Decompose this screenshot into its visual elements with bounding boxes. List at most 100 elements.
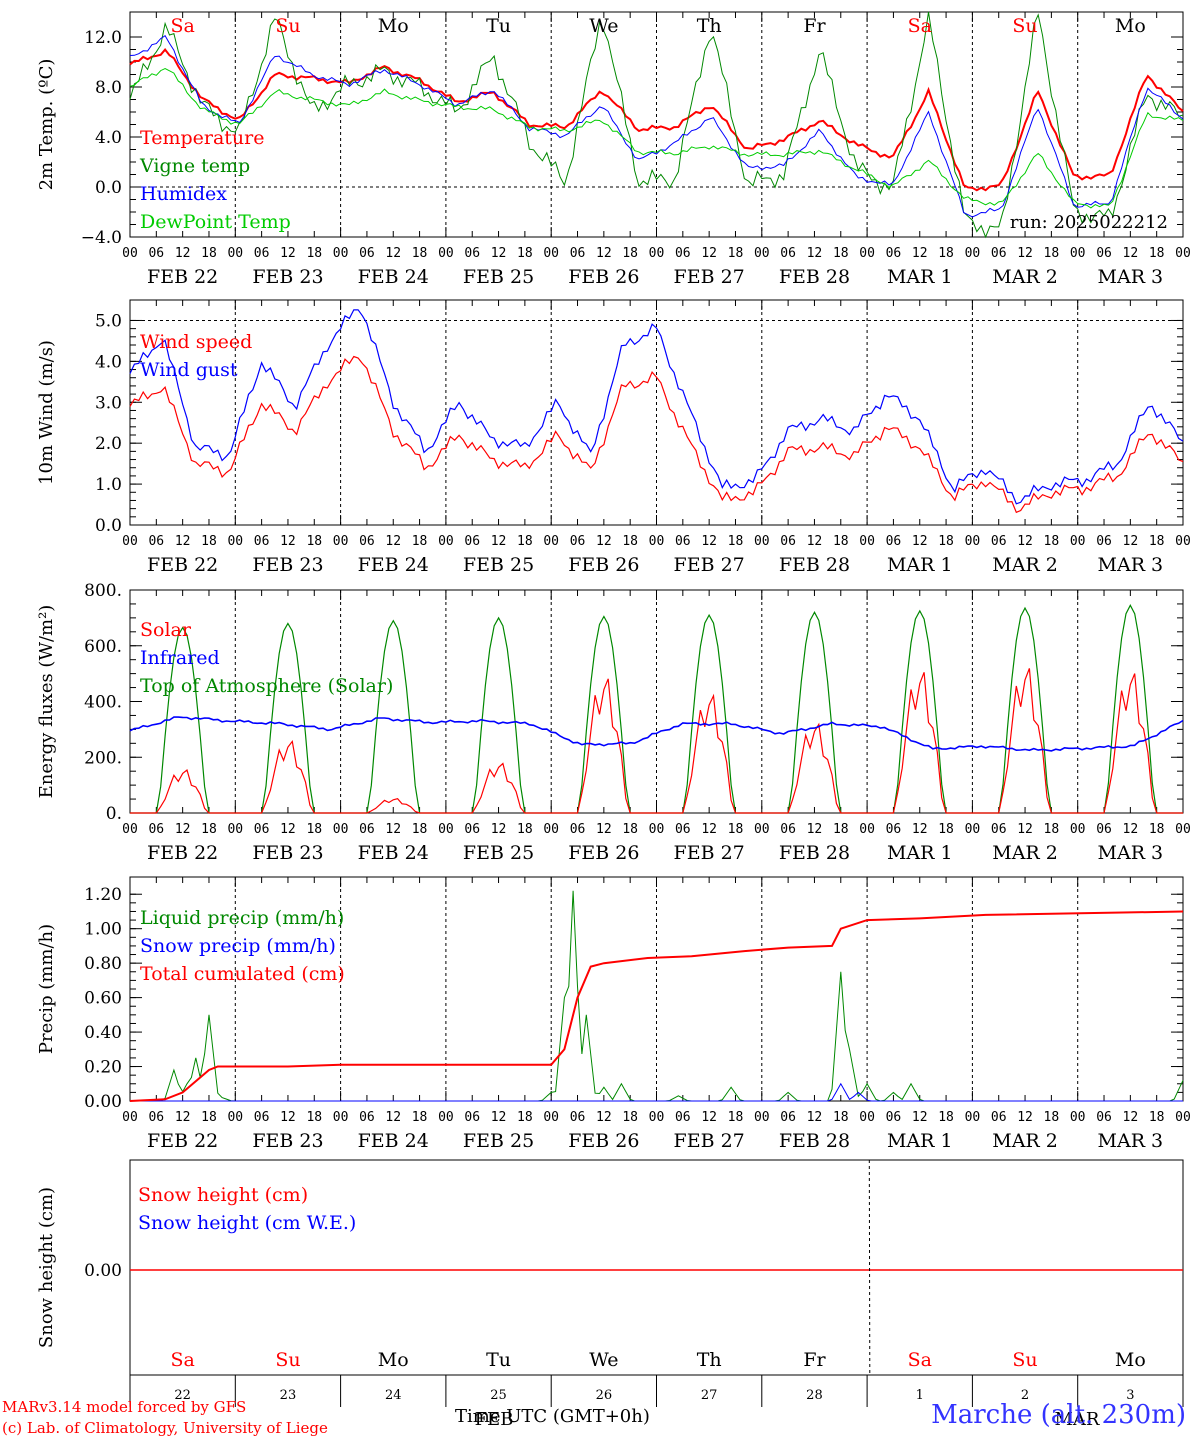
hour-label: 18	[833, 246, 849, 261]
hour-label: 00	[543, 1110, 559, 1125]
hour-label: 06	[359, 822, 375, 837]
hour-label: 06	[1096, 246, 1112, 261]
date-label: MAR 2	[992, 554, 1058, 576]
hour-label: 18	[833, 534, 849, 549]
y-tick-label: 0.0	[95, 516, 122, 536]
hour-label: 00	[122, 1110, 138, 1125]
date-label: MAR 2	[992, 266, 1058, 288]
hour-label: 18	[1149, 822, 1165, 837]
y-axis-label-3: Energy fluxes (W/m²)	[36, 605, 57, 799]
hour-label: 12	[1017, 246, 1033, 261]
weekday-label: Sa	[170, 1349, 194, 1371]
hour-label: 00	[965, 246, 981, 261]
hour-label: 12	[280, 246, 296, 261]
legend-entry: Humidex	[140, 183, 227, 205]
hour-label: 18	[1149, 246, 1165, 261]
hour-label: 06	[254, 534, 270, 549]
weekday-label: Mo	[1115, 15, 1146, 37]
legend-entry: Vigne temp	[139, 155, 250, 177]
hour-label: 00	[438, 246, 454, 261]
y-tick-label: 4.0	[95, 352, 122, 372]
hour-label: 18	[728, 246, 744, 261]
hour-label: 12	[1017, 1110, 1033, 1125]
model-credit: MARv3.14 model forced by GFS	[2, 1398, 247, 1416]
y-tick-label: 400.	[84, 693, 122, 713]
hour-label: 12	[912, 1110, 928, 1125]
hour-label: 00	[859, 246, 875, 261]
hour-label: 18	[1044, 534, 1060, 549]
hour-label: 06	[148, 534, 164, 549]
hour-label: 12	[807, 534, 823, 549]
date-label: FEB 26	[568, 842, 639, 864]
day-number: 24	[385, 1388, 402, 1403]
hour-label: 00	[438, 822, 454, 837]
hour-label: 18	[306, 1110, 322, 1125]
y-tick-label: 1.20	[84, 885, 122, 905]
hour-label: 18	[938, 246, 954, 261]
hour-label: 18	[833, 1110, 849, 1125]
station-name: Marche (alt. 230m)	[931, 1400, 1186, 1430]
run-label: run: 2025022212	[1010, 212, 1168, 233]
x-axis-title: Time UTC (GMT+0h)	[455, 1406, 650, 1427]
legend-entry: Top of Atmosphere (Solar)	[140, 675, 393, 697]
hour-label: 12	[385, 822, 401, 837]
hour-label: 06	[1096, 534, 1112, 549]
day-number: 25	[490, 1388, 507, 1403]
hour-label: 18	[622, 246, 638, 261]
hour-label: 06	[675, 1110, 691, 1125]
date-label: FEB 24	[358, 1130, 429, 1152]
hour-label: 00	[965, 1110, 981, 1125]
weekday-label: Su	[1012, 15, 1037, 37]
hour-label: 12	[701, 1110, 717, 1125]
date-label: FEB 27	[674, 554, 745, 576]
hour-label: 06	[148, 246, 164, 261]
hour-label: 06	[148, 1110, 164, 1125]
date-label: FEB 23	[252, 842, 323, 864]
hour-label: 00	[649, 822, 665, 837]
y-tick-label: 1.0	[95, 475, 122, 495]
hour-label: 06	[886, 1110, 902, 1125]
hour-label: 12	[280, 822, 296, 837]
hour-label: 12	[701, 534, 717, 549]
day-number: 23	[280, 1388, 297, 1403]
hour-label: 12	[491, 246, 507, 261]
weekday-label: Sa	[170, 15, 194, 37]
hour-label: 06	[886, 246, 902, 261]
weekday-label: Fr	[803, 1349, 826, 1371]
hour-label: 18	[1149, 1110, 1165, 1125]
day-number: 27	[701, 1388, 718, 1403]
hour-label: 00	[754, 246, 770, 261]
hour-label: 00	[1175, 822, 1191, 837]
date-label: FEB 24	[358, 842, 429, 864]
hour-label: 00	[965, 822, 981, 837]
weekday-label: Su	[1012, 1349, 1037, 1371]
legend-entry: Snow precip (mm/h)	[140, 935, 336, 957]
y-tick-label: 0.80	[84, 954, 122, 974]
hour-label: 18	[201, 246, 217, 261]
hour-label: 18	[412, 246, 428, 261]
hour-label: 18	[938, 822, 954, 837]
hour-label: 18	[412, 1110, 428, 1125]
series-line	[130, 1082, 1183, 1102]
hour-label: 00	[333, 246, 349, 261]
date-label: MAR 2	[992, 1130, 1058, 1152]
y-tick-label: 200.	[84, 748, 122, 768]
y-tick-label: 5.0	[95, 311, 122, 331]
hour-label: 12	[1017, 822, 1033, 837]
y-tick-label: 1.00	[84, 920, 122, 940]
weekday-label: Su	[275, 15, 300, 37]
date-label: FEB 26	[568, 554, 639, 576]
weekday-label: We	[589, 15, 618, 37]
date-label: FEB 22	[147, 1130, 218, 1152]
weekday-label: Th	[697, 1349, 722, 1371]
hour-label: 06	[148, 822, 164, 837]
hour-label: 12	[280, 1110, 296, 1125]
hour-label: 00	[859, 822, 875, 837]
series-line	[130, 603, 1183, 814]
hour-label: 00	[227, 1110, 243, 1125]
hour-label: 12	[596, 822, 612, 837]
hour-label: 06	[254, 822, 270, 837]
hour-label: 12	[596, 534, 612, 549]
hour-label: 00	[1175, 246, 1191, 261]
weekday-label: Sa	[908, 1349, 932, 1371]
